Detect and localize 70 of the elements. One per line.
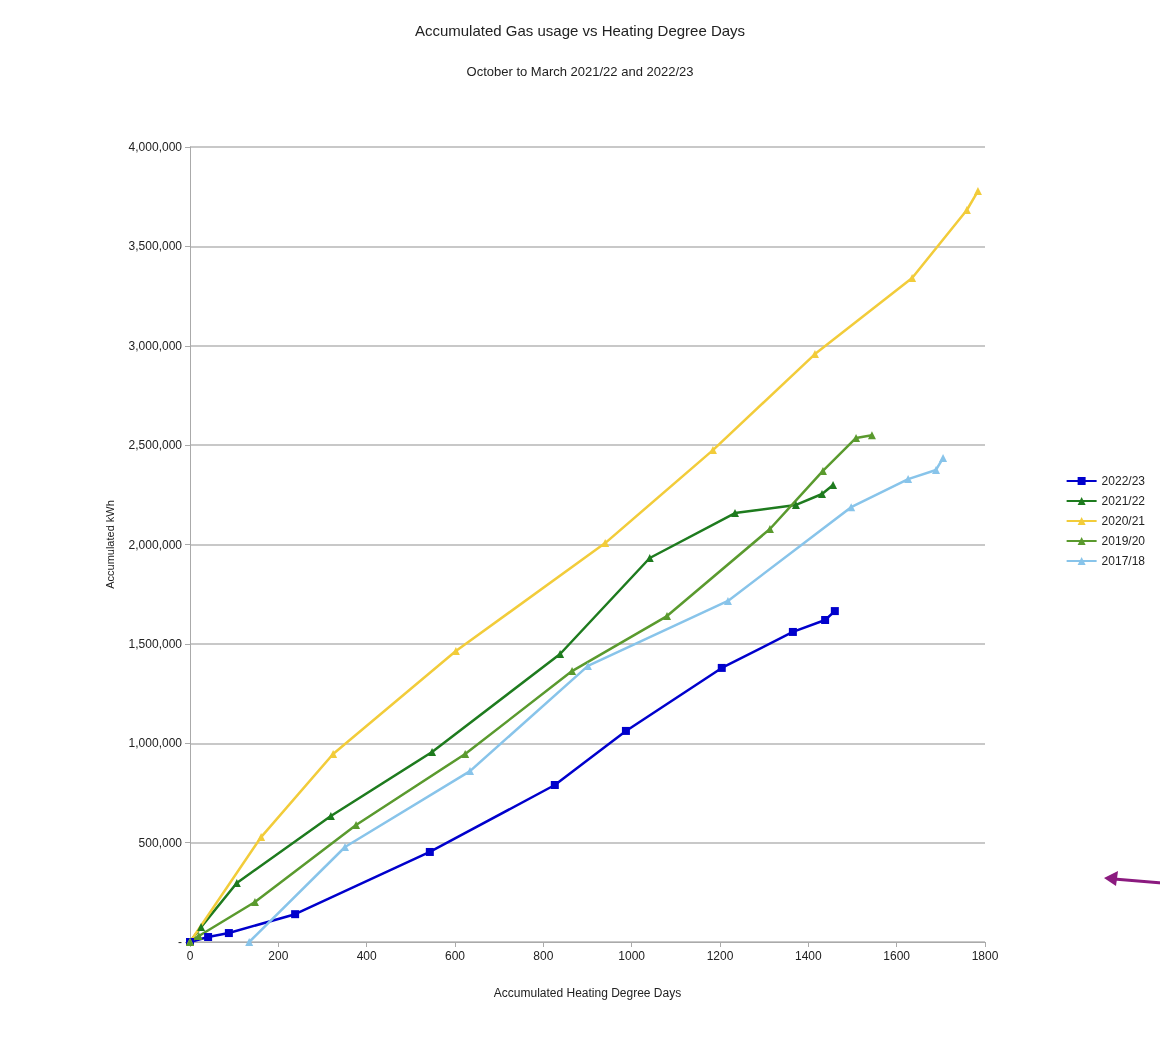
y-axis-title: Accumulated kWh (103, 500, 116, 589)
point (194, 932, 203, 941)
point (931, 465, 940, 474)
point (731, 509, 740, 518)
x-tick-label: 800 (533, 949, 554, 963)
point (717, 663, 726, 672)
y-tick-label: 2,000,000 (128, 537, 183, 552)
x-tick-label: 200 (268, 949, 289, 963)
point (428, 747, 437, 756)
point (329, 749, 338, 758)
x-tick-label: 1200 (706, 949, 734, 963)
point (939, 454, 948, 463)
point (466, 767, 475, 776)
x-tick-label: 1400 (794, 949, 822, 963)
point (973, 187, 982, 196)
point (867, 431, 876, 440)
y-tick-label: 500,000 (138, 835, 183, 850)
x-tick-label: 1600 (883, 949, 911, 963)
y-tick-label: - (178, 935, 182, 949)
point (621, 726, 630, 735)
point (224, 929, 233, 938)
y-tick-label: 3,500,000 (128, 239, 183, 254)
point (908, 273, 917, 282)
legend-label: 2017/18 (1101, 554, 1146, 568)
point (550, 780, 559, 789)
point (852, 433, 861, 442)
x-tick-label: 1000 (618, 949, 646, 963)
legend-label: 2021/22 (1101, 494, 1146, 508)
legend-label: 2020/21 (1101, 514, 1146, 528)
y-tick-label: 1,000,000 (128, 736, 183, 751)
point (645, 554, 654, 563)
x-tick-label: 600 (444, 949, 466, 963)
x-tick-label: 1800 (971, 949, 999, 963)
point (568, 667, 577, 676)
point (232, 878, 241, 887)
x-axis-title: Accumulated Heating Degree Days (493, 986, 682, 1000)
point (821, 616, 830, 625)
point (962, 206, 971, 214)
y-tick-label: 1,500,000 (128, 636, 183, 651)
point (245, 938, 254, 946)
chart-subtitle: October to March 2021/22 and 2022/23 (466, 64, 694, 79)
point (257, 833, 266, 842)
point (461, 749, 470, 758)
chart-title: Accumulated Gas usage vs Heating Degree Days (414, 22, 746, 39)
point (829, 481, 838, 490)
y-tick-label: 3,000,000 (128, 338, 183, 353)
point (830, 607, 839, 616)
x-tick-label: 400 (356, 949, 377, 963)
point (250, 898, 259, 907)
point (663, 612, 671, 621)
point (352, 820, 361, 829)
point (601, 539, 610, 548)
point (425, 847, 434, 856)
point (904, 475, 913, 484)
point (847, 503, 856, 512)
x-tick-label: 0 (186, 949, 194, 963)
point (788, 627, 797, 636)
point (341, 843, 350, 851)
y-tick-label: 4,000,000 (128, 140, 183, 154)
point (723, 596, 732, 605)
point (556, 650, 565, 659)
y-tick-label: 2,500,000 (128, 438, 183, 453)
point (197, 923, 206, 932)
legend-label: 2022/23 (1101, 474, 1146, 488)
point (326, 811, 335, 820)
point (818, 490, 827, 499)
point (291, 910, 300, 919)
legend-label: 2019/20 (1101, 534, 1146, 548)
point (204, 933, 213, 942)
point (791, 500, 800, 509)
